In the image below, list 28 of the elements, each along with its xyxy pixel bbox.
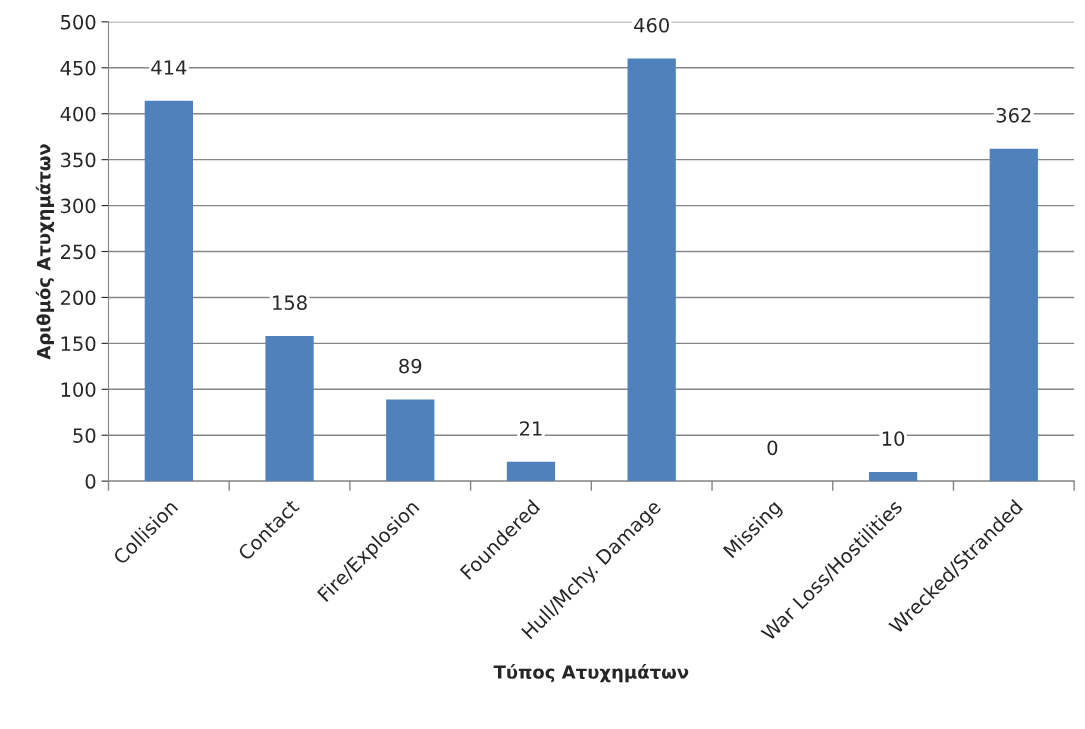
y-tick-label: 100 bbox=[61, 382, 96, 397]
y-tick-label: 0 bbox=[85, 474, 96, 489]
y-tick-label: 150 bbox=[61, 336, 96, 352]
bar bbox=[265, 336, 314, 482]
y-tick-label: 200 bbox=[61, 290, 96, 306]
x-axis-title: Τύπος Ατυχημάτων bbox=[493, 664, 689, 683]
bar bbox=[144, 100, 193, 482]
data-label: 10 bbox=[882, 431, 905, 446]
y-tick-label: 300 bbox=[61, 198, 96, 214]
data-label: 0 bbox=[767, 440, 778, 456]
bar bbox=[868, 471, 918, 482]
y-tick-label: 250 bbox=[61, 244, 96, 260]
data-label: 158 bbox=[273, 295, 307, 311]
bar bbox=[989, 148, 1038, 482]
y-tick-label: 450 bbox=[60, 60, 96, 76]
y-tick-label: 500 bbox=[61, 14, 96, 30]
y-tick-label: 50 bbox=[73, 428, 96, 443]
bar bbox=[386, 399, 435, 482]
data-label: 414 bbox=[151, 60, 187, 75]
y-tick-label: 350 bbox=[61, 152, 96, 168]
y-tick-label: 400 bbox=[60, 106, 96, 122]
bar bbox=[506, 461, 556, 482]
data-label: 362 bbox=[996, 107, 1031, 123]
bar bbox=[627, 58, 676, 482]
data-label: 89 bbox=[399, 358, 422, 374]
data-label: 460 bbox=[634, 17, 669, 33]
y-axis-title: Αριθμός Ατυχημάτων bbox=[35, 144, 55, 360]
data-label: 21 bbox=[520, 421, 542, 436]
